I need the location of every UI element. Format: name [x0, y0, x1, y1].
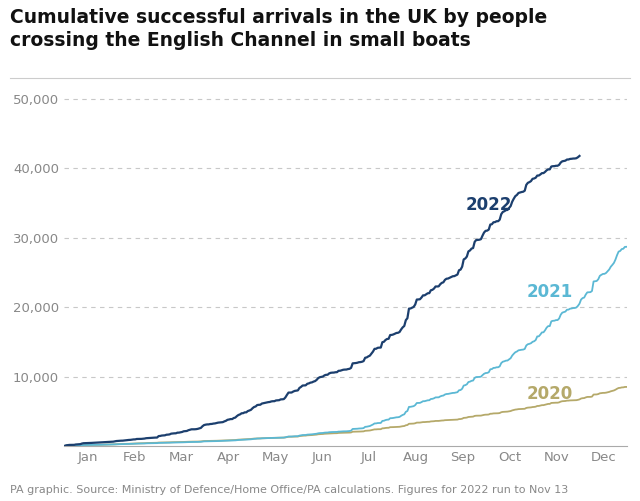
- Text: 2021: 2021: [526, 283, 573, 301]
- Text: 2020: 2020: [526, 385, 573, 403]
- Text: Cumulative successful arrivals in the UK by people
crossing the English Channel : Cumulative successful arrivals in the UK…: [10, 8, 547, 50]
- Text: 2022: 2022: [465, 196, 511, 214]
- Text: PA graphic. Source: Ministry of Defence/Home Office/PA calculations. Figures for: PA graphic. Source: Ministry of Defence/…: [10, 485, 568, 495]
